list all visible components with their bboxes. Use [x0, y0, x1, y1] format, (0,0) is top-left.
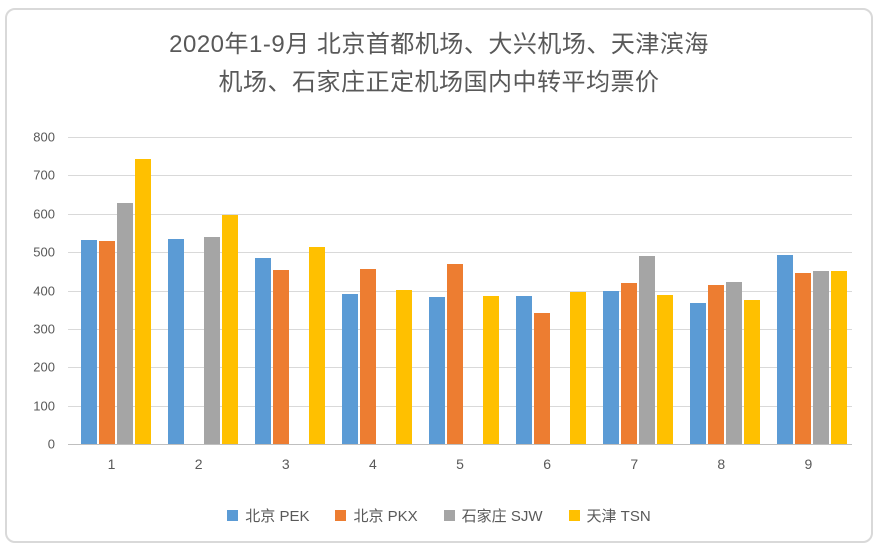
bar-pek-month-2: [167, 238, 184, 444]
legend-label-pkx: 北京 PKX: [353, 508, 418, 525]
bar-pkx-month-3: [272, 270, 289, 444]
plot-area: 0 100 200 300 400 500 600 700 800: [33, 130, 852, 452]
bar-pek-month-5: [428, 297, 445, 444]
bar-pek-month-6: [516, 295, 533, 444]
x-tick-label-9: 9: [804, 456, 813, 472]
legend-label-sjw: 石家庄 SJW: [461, 508, 543, 525]
bar-group-month-6: [504, 137, 591, 444]
chart-title-line1: 2020年1-9月 北京首都机场、大兴机场、天津滨海: [169, 31, 709, 58]
y-tick-label: 400: [33, 283, 55, 298]
legend-label-pek: 北京 PEK: [245, 508, 310, 525]
chart-title-line2: 机场、石家庄正定机场国内中转平均票价: [218, 69, 660, 96]
legend: 北京 PEK 北京 PKX 石家庄 SJW 天津 TSN: [7, 505, 871, 526]
bar-pek-month-7: [603, 290, 620, 444]
y-tick-label: 700: [33, 167, 55, 183]
bar-tsn-month-7: [657, 295, 674, 444]
bar-pkx-month-6: [534, 312, 551, 444]
gridline-600: [68, 213, 852, 215]
bar-pkx-month-9: [795, 273, 812, 444]
x-tick-label-7: 7: [630, 456, 639, 472]
x-tick-label-6: 6: [543, 456, 551, 472]
bar-group-month-8: [678, 137, 765, 444]
y-tick-label: 500: [33, 244, 55, 260]
bar-pkx-month-4: [359, 268, 376, 444]
gridline-800: [68, 137, 852, 138]
x-axis-line: [68, 444, 852, 445]
x-axis-labels: 1 2 3 4 5 6 7 8 9: [68, 456, 852, 476]
legend-item-tsn: 天津 TSN: [568, 505, 651, 526]
legend-item-pek: 北京 PEK: [227, 505, 309, 526]
bar-pek-month-8: [690, 302, 707, 444]
x-tick-label-5: 5: [456, 456, 464, 472]
bar-pkx-month-5: [446, 264, 463, 444]
chart-title: 2020年1-9月 北京首都机场、大兴机场、天津滨海 机场、石家庄正定机场国内中…: [37, 26, 841, 102]
legend-swatch-icon-tsn: [568, 510, 580, 521]
bar-sjw-month-1: [116, 202, 133, 444]
legend-swatch-icon-pek: [227, 510, 239, 521]
legend-label-tsn: 天津 TSN: [586, 508, 651, 525]
bar-group-month-9: [765, 137, 852, 444]
bar-group-month-2: [155, 137, 242, 444]
bar-group-month-4: [329, 137, 416, 444]
bar-pek-month-3: [254, 257, 271, 444]
x-tick-label-8: 8: [717, 456, 726, 472]
legend-item-sjw: 石家庄 SJW: [443, 505, 543, 526]
bar-tsn-month-8: [744, 300, 761, 444]
bar-tsn-month-1: [134, 158, 151, 444]
bar-tsn-month-9: [831, 271, 848, 444]
x-tick-label-1: 1: [107, 456, 116, 472]
bars-layer: [68, 137, 852, 444]
x-tick-label-2: 2: [194, 456, 203, 472]
y-tick-label: 200: [33, 359, 55, 375]
y-tick-label: 800: [33, 129, 55, 145]
bar-tsn-month-5: [482, 295, 499, 444]
chart-card: 2020年1-9月 北京首都机场、大兴机场、天津滨海 机场、石家庄正定机场国内中…: [5, 8, 873, 543]
x-tick-label-3: 3: [281, 456, 290, 472]
bar-tsn-month-3: [308, 246, 325, 444]
bar-tsn-month-2: [221, 215, 238, 444]
bar-pek-month-1: [80, 240, 97, 444]
bar-group-month-5: [416, 137, 503, 444]
legend-swatch-icon-sjw: [443, 510, 455, 521]
y-tick-label: 0: [47, 436, 55, 452]
bar-tsn-month-6: [570, 292, 587, 444]
bar-sjw-month-7: [639, 256, 656, 444]
bar-group-month-3: [242, 137, 329, 444]
y-tick-label: 300: [33, 321, 55, 337]
bar-group-month-1: [68, 137, 155, 444]
bar-pkx-month-1: [98, 241, 115, 444]
bar-pek-month-9: [777, 255, 794, 444]
legend-item-pkx: 北京 PKX: [335, 505, 418, 526]
bar-sjw-month-9: [813, 271, 830, 444]
y-tick-label: 600: [33, 206, 55, 222]
bar-pkx-month-7: [621, 282, 638, 444]
gridline-500: [68, 252, 852, 254]
bar-pek-month-4: [341, 293, 358, 444]
y-tick-label: 100: [33, 398, 55, 414]
legend-swatch-icon-pkx: [335, 510, 347, 521]
x-tick-label-4: 4: [368, 456, 377, 472]
bar-sjw-month-2: [203, 236, 220, 444]
bar-group-month-7: [591, 137, 678, 444]
bar-pkx-month-8: [708, 284, 725, 444]
bar-tsn-month-4: [395, 290, 412, 444]
bar-sjw-month-8: [726, 282, 743, 444]
gridline-700: [68, 175, 852, 177]
